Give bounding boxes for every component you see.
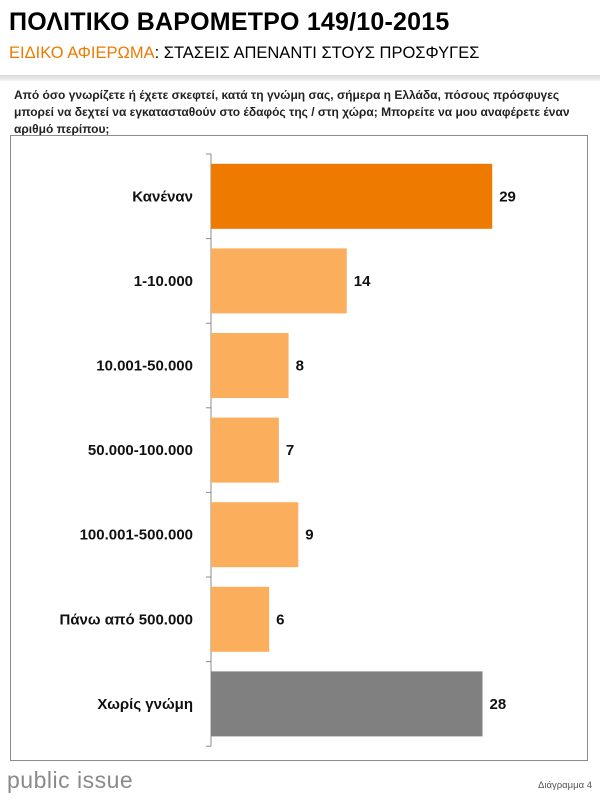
bar bbox=[211, 671, 483, 737]
data-label: 9 bbox=[305, 527, 313, 544]
bar bbox=[211, 586, 270, 652]
data-label: 28 bbox=[490, 696, 507, 713]
bar bbox=[211, 502, 299, 568]
chart-frame: Κανέναν 29 1-10.000 14 10.001-50.000 8 50.000-… bbox=[10, 135, 588, 761]
public-issue-logo: public issue bbox=[7, 767, 134, 793]
figure-number: Διάγραμμα 4 bbox=[538, 780, 592, 791]
data-label: 14 bbox=[354, 273, 371, 290]
category-label: Πάνω από 500.000 bbox=[60, 611, 194, 628]
category-label: Χωρίς γνώμη bbox=[97, 696, 193, 713]
data-label: 29 bbox=[499, 188, 516, 205]
bar bbox=[211, 248, 347, 314]
bar bbox=[211, 417, 279, 483]
category-label: 100.001-500.000 bbox=[80, 527, 193, 544]
data-label: 7 bbox=[286, 442, 294, 459]
category-label: 10.001-50.000 bbox=[96, 358, 193, 375]
data-label: 8 bbox=[296, 358, 304, 375]
subtitle-rest: : ΣΤΑΣΕΙΣ ΑΠΕΝΑΝΤΙ ΣΤΟΥΣ ΠΡΟΣΦΥΓΕΣ bbox=[154, 44, 480, 62]
category-label: Κανέναν bbox=[132, 188, 193, 205]
page-title: ΠΟΛΙΤΙΚΟ ΒΑΡΟΜΕΤΡΟ 149/10-2015 bbox=[9, 8, 450, 36]
survey-question: Από όσο γνωρίζετε ή έχετε σκεφτεί, κατά … bbox=[14, 88, 570, 136]
category-label: 1-10.000 bbox=[134, 273, 193, 290]
bar-chart: Κανέναν 29 1-10.000 14 10.001-50.000 8 50.000-… bbox=[60, 153, 516, 747]
bar bbox=[211, 333, 289, 398]
category-label: 50.000-100.000 bbox=[88, 442, 193, 459]
page-subtitle: ΕΙΔΙΚΟ ΑΦΙΕΡΩΜΑ: ΣΤΑΣΕΙΣ ΑΠΕΝΑΝΤΙ ΣΤΟΥΣ … bbox=[9, 44, 479, 63]
header-divider bbox=[0, 75, 600, 81]
subtitle-accent: ΕΙΔΙΚΟ ΑΦΙΕΡΩΜΑ bbox=[9, 44, 155, 62]
bar bbox=[211, 163, 493, 229]
data-label: 6 bbox=[276, 611, 284, 628]
